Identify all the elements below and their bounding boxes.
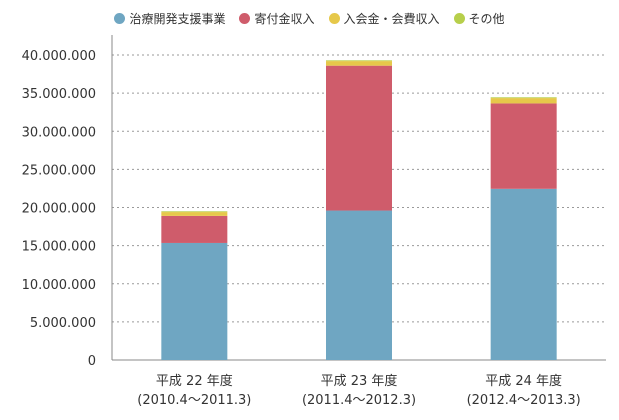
bar-segment-1-3 [326, 60, 392, 62]
legend: 治療開発支援事業 寄付金収入 入会金・会費収入 その他 [0, 8, 619, 28]
legend-item-1: 寄付金収入 [239, 10, 315, 27]
x-tick-label: 平成 24 年度 [485, 373, 562, 389]
y-tick-label: 25.000.000 [22, 163, 96, 178]
legend-dot-icon [114, 12, 126, 24]
bar-segment-1-0 [326, 210, 392, 360]
x-tick-label: 平成 23 年度 [321, 373, 398, 389]
y-tick-label: 30.000.000 [22, 125, 96, 140]
y-tick-label: 40.000.000 [22, 49, 96, 64]
bar-segment-1-1 [326, 65, 392, 211]
legend-label: その他 [468, 11, 505, 26]
y-tick-label: 0 [88, 354, 96, 369]
bar-segment-0-1 [161, 215, 228, 243]
legend-dot-icon [453, 12, 465, 24]
legend-item-0: 治療開発支援事業 [114, 10, 225, 27]
legend-label: 入会金・会費収入 [343, 11, 440, 26]
bar-segment-0-0 [161, 242, 228, 360]
bar-segment-2-0 [490, 188, 557, 360]
bar-segment-2-1 [490, 103, 557, 189]
x-tick-sublabel: (2010.4〜2011.3) [137, 393, 251, 408]
legend-dot-icon [328, 12, 340, 24]
x-tick-label: 平成 22 年度 [156, 373, 233, 389]
y-tick-label: 15.000.000 [22, 240, 96, 255]
y-tick-label: 35.000.000 [22, 87, 96, 102]
legend-item-3: その他 [453, 10, 505, 27]
y-tick-label: 10.000.000 [22, 278, 96, 293]
bar-segment-2-3 [490, 97, 557, 99]
legend-label: 治療開発支援事業 [129, 11, 226, 26]
bar-segment-0-3 [161, 211, 228, 213]
bar-segment-1-2 [326, 61, 392, 66]
y-tick-label: 5.000.000 [30, 316, 96, 331]
legend-item-2: 入会金・会費収入 [328, 10, 440, 27]
bar-segment-2-2 [490, 98, 557, 104]
x-tick-sublabel: (2012.4〜2013.3) [467, 393, 581, 408]
x-tick-sublabel: (2011.4〜2012.3) [302, 393, 416, 408]
bar-segment-0-2 [161, 212, 228, 216]
y-tick-label: 20.000.000 [22, 202, 96, 217]
legend-dot-icon [239, 12, 251, 24]
legend-label: 寄付金収入 [254, 11, 315, 26]
